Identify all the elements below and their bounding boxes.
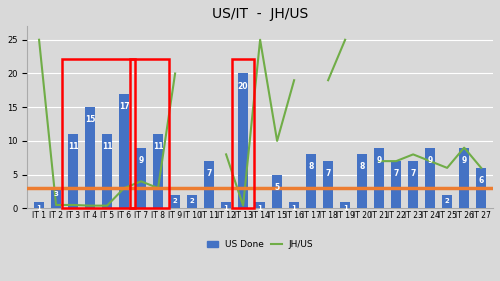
Bar [153, 134, 163, 208]
Text: 11: 11 [153, 142, 164, 151]
Bar [255, 201, 265, 208]
Text: 17: 17 [119, 102, 130, 111]
Text: 11: 11 [68, 142, 78, 151]
Text: 2: 2 [445, 198, 450, 204]
Bar [119, 94, 129, 208]
Bar [442, 195, 452, 208]
Text: 2: 2 [172, 198, 178, 204]
Text: 15: 15 [85, 115, 96, 124]
Bar [340, 201, 350, 208]
Bar [323, 161, 333, 208]
JH/US [121, 186, 127, 190]
Bar [459, 148, 469, 208]
Text: 2: 2 [190, 198, 194, 204]
JH/US [36, 38, 42, 42]
Bar [85, 107, 95, 208]
Text: 9: 9 [138, 156, 143, 165]
Bar [187, 195, 197, 208]
Bar [34, 201, 44, 208]
Text: 20: 20 [238, 81, 248, 90]
Bar [238, 73, 248, 208]
JH/US [155, 186, 161, 190]
Bar [130, 59, 169, 208]
Bar [289, 201, 299, 208]
Text: 9: 9 [428, 156, 433, 165]
Bar [306, 154, 316, 208]
Text: 1: 1 [342, 205, 347, 211]
JH/US [138, 180, 144, 183]
Bar [476, 168, 486, 208]
JH/US [87, 204, 93, 207]
Bar [221, 201, 231, 208]
Text: 1: 1 [36, 205, 42, 211]
Line: JH/US: JH/US [39, 40, 175, 206]
Text: 7: 7 [410, 169, 416, 178]
Title: US/IT  -  JH/US: US/IT - JH/US [212, 7, 308, 21]
Text: 9: 9 [376, 156, 382, 165]
Text: 7: 7 [326, 169, 331, 178]
Bar [408, 161, 418, 208]
Text: 11: 11 [102, 142, 113, 151]
Text: 3: 3 [54, 191, 59, 198]
Bar [136, 148, 146, 208]
Bar [170, 195, 180, 208]
Text: 7: 7 [206, 169, 212, 178]
Text: 8: 8 [308, 162, 314, 171]
Bar [51, 188, 61, 208]
Legend: US Done, JH/US: US Done, JH/US [203, 237, 317, 253]
Text: 6: 6 [478, 176, 484, 185]
Text: 9: 9 [462, 156, 467, 165]
Bar [232, 59, 254, 208]
Bar [68, 134, 78, 208]
Bar [374, 148, 384, 208]
Bar [62, 59, 135, 208]
Bar [272, 175, 282, 208]
Text: 1: 1 [258, 205, 262, 211]
Text: 1: 1 [224, 205, 228, 211]
Bar [425, 148, 435, 208]
Text: 8: 8 [360, 162, 365, 171]
JH/US [104, 204, 110, 207]
Bar [102, 134, 112, 208]
Text: 1: 1 [292, 205, 296, 211]
Bar [357, 154, 367, 208]
Bar [391, 161, 401, 208]
Text: 5: 5 [274, 183, 280, 192]
Text: 7: 7 [394, 169, 399, 178]
JH/US [70, 203, 76, 207]
JH/US [172, 72, 178, 75]
Bar [204, 161, 214, 208]
JH/US [53, 203, 59, 207]
